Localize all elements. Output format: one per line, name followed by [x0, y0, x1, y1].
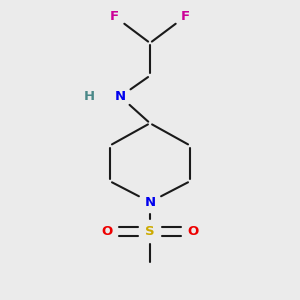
- Text: H: H: [83, 90, 94, 103]
- Text: O: O: [101, 225, 112, 238]
- Text: F: F: [110, 10, 119, 23]
- Text: F: F: [181, 10, 190, 23]
- Text: S: S: [145, 225, 155, 238]
- Text: O: O: [188, 225, 199, 238]
- Text: N: N: [115, 90, 126, 103]
- Text: N: N: [144, 196, 156, 208]
